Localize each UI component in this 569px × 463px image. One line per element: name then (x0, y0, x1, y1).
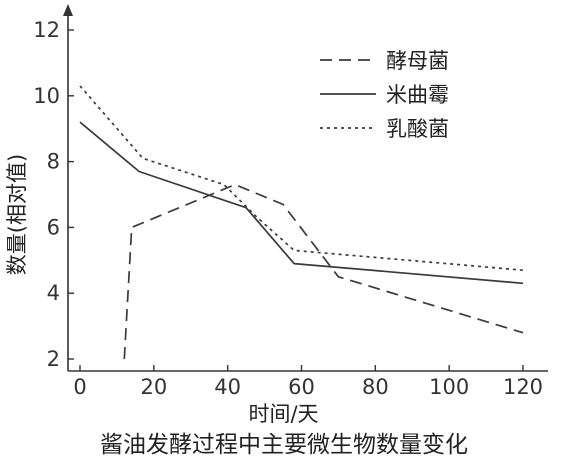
y-tick-label: 12 (33, 18, 60, 42)
series-aspergillus (79, 121, 524, 285)
y-tick-label: 8 (47, 150, 60, 174)
y-axis-title: 数量(相对值) (5, 154, 29, 275)
legend-label-aspergillus: 米曲霉 (386, 83, 449, 107)
legend-label-yeast: 酵母菌 (386, 49, 449, 73)
x-tick-label: 40 (214, 375, 241, 399)
x-tick-label: 0 (73, 375, 86, 399)
x-axis-ticks: 0 20 40 60 80 100 120 (73, 365, 543, 399)
series-yeast (123, 183, 524, 360)
x-tick-label: 100 (429, 375, 469, 399)
chart-title: 酱油发酵过程中主要微生物数量变化 (100, 432, 468, 458)
legend-label-lactobacillus: 乳酸菌 (386, 117, 449, 141)
legend: 酵母菌 米曲霉 乳酸菌 (320, 49, 449, 141)
x-axis-title: 时间/天 (248, 402, 318, 426)
y-tick-label: 4 (47, 281, 60, 305)
y-axis-arrow (63, 4, 73, 16)
y-tick-label: 10 (33, 84, 60, 108)
x-tick-label: 120 (503, 375, 543, 399)
y-axis-ticks: 2 4 6 8 10 12 (33, 18, 74, 371)
series-lactobacillus (79, 85, 524, 272)
y-tick-label: 6 (47, 215, 60, 239)
x-tick-label: 80 (362, 375, 389, 399)
plot-area: 0 20 40 60 80 100 120 2 4 6 8 10 12 (33, 4, 548, 399)
y-tick-label: 2 (47, 347, 60, 371)
x-tick-label: 60 (288, 375, 315, 399)
series-layer (79, 85, 524, 360)
x-tick-label: 20 (140, 375, 167, 399)
